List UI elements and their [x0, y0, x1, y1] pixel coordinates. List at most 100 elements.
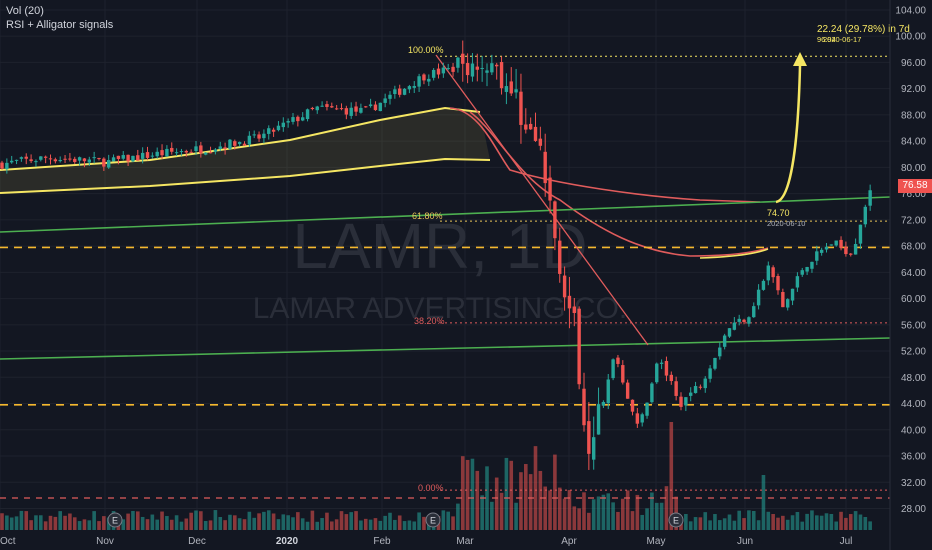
projection-arrowhead: [793, 52, 807, 66]
candle-body: [766, 265, 770, 281]
candle-body: [334, 108, 339, 110]
volume-bar: [490, 501, 494, 530]
volume-bar: [242, 519, 247, 530]
candle-body: [810, 261, 814, 269]
y-tick-label: 72.00: [901, 215, 926, 226]
candle-body: [237, 141, 242, 145]
candle-body: [92, 157, 96, 159]
candle-body: [315, 106, 319, 111]
candle-body: [669, 374, 673, 382]
candle-body: [68, 158, 72, 160]
volume-bar: [688, 521, 693, 530]
volume-bar: [121, 519, 126, 530]
legend-volume[interactable]: Vol (20): [6, 5, 44, 17]
time-axis[interactable]: Oct Nov Dec 2020 Feb Mar Apr May Jun Jul: [0, 536, 852, 547]
candle-body: [364, 106, 368, 108]
volume-bar: [553, 454, 557, 530]
candle-body: [97, 157, 101, 160]
volume-bar: [858, 514, 863, 530]
volume-bar: [557, 487, 562, 530]
volume-bar: [223, 520, 227, 530]
candle-body: [863, 206, 867, 225]
volume-bar: [684, 513, 688, 530]
candle-body: [446, 68, 450, 70]
volume-bar: [0, 513, 4, 530]
price-axis[interactable]: 28.00 32.00 36.00 40.00 44.00 48.00 52.00 56.00…: [895, 5, 926, 515]
volume-bar: [713, 514, 717, 530]
volume-bar: [417, 512, 421, 530]
candle-body: [242, 143, 247, 146]
candle-body: [165, 148, 169, 157]
volume-bar: [567, 490, 572, 530]
volume-bar: [359, 520, 363, 530]
volume-bar: [271, 513, 276, 530]
candle-body: [465, 63, 470, 76]
candle-body: [189, 151, 193, 153]
projection-start-price: 74.70: [767, 208, 790, 218]
volume-bar: [19, 510, 24, 530]
volume-bar: [194, 510, 198, 530]
candle-body: [679, 396, 683, 407]
candle-body: [422, 74, 426, 81]
candle-body: [456, 57, 460, 68]
y-tick-label: 104.00: [895, 5, 926, 16]
volume-bar: [509, 460, 514, 530]
candle-body: [388, 94, 392, 99]
candle-body: [582, 388, 586, 426]
trendline-lower: [0, 337, 891, 360]
candle-body: [427, 78, 431, 82]
legend: Vol (20) RSI + Alligator signals: [6, 4, 113, 32]
volume-bar: [829, 513, 834, 530]
candle-body: [184, 150, 188, 153]
volume-bar: [39, 515, 43, 530]
volume-bar: [640, 514, 644, 530]
volume-bar: [233, 515, 237, 530]
candle-body: [233, 141, 237, 146]
candle-body: [640, 414, 644, 423]
volume-bar: [519, 472, 523, 530]
volume-bar: [441, 510, 446, 530]
candle-body: [650, 383, 654, 403]
volume-bar: [533, 446, 538, 530]
volume-bar: [218, 517, 223, 530]
candle-body: [58, 160, 62, 162]
volume-bar: [863, 516, 868, 530]
volume-bar: [616, 511, 620, 530]
volume-bar: [136, 511, 140, 530]
volume-bar: [29, 520, 33, 530]
legend-study[interactable]: RSI + Alligator signals: [6, 19, 114, 31]
candle-body: [761, 280, 766, 290]
fib-diagonal: [435, 54, 649, 346]
volume-bar: [606, 493, 611, 530]
volume-bar: [165, 516, 169, 530]
volume-bar: [548, 490, 552, 530]
y-tick-label: 48.00: [901, 373, 926, 384]
candle-body: [490, 63, 494, 73]
volume-bar: [591, 499, 596, 530]
volume-bar: [199, 511, 203, 530]
volume-bar: [160, 511, 164, 530]
candle-body: [596, 404, 601, 435]
y-tick-label: 32.00: [901, 478, 926, 489]
projection-change: 22.24 (29.78%) in 7d: [817, 24, 910, 35]
candle-body: [310, 107, 315, 110]
candle-body: [553, 201, 557, 239]
candle-body: [339, 108, 344, 110]
volume-bar: [325, 512, 329, 530]
candle-body: [616, 357, 620, 364]
candle-body: [737, 318, 741, 322]
volume-bar: [805, 513, 809, 530]
volume-bar: [485, 466, 489, 530]
volume-bar: [465, 459, 470, 530]
volume-bar: [257, 513, 261, 530]
candle-body: [475, 66, 479, 70]
volume-bar: [470, 458, 475, 530]
volume-bar: [853, 511, 858, 530]
volume-bar: [179, 521, 184, 530]
volume-bar: [378, 520, 383, 530]
candle-body: [77, 157, 82, 161]
candle-body: [301, 117, 305, 121]
candle-body: [718, 347, 722, 357]
candle-body: [601, 401, 606, 406]
